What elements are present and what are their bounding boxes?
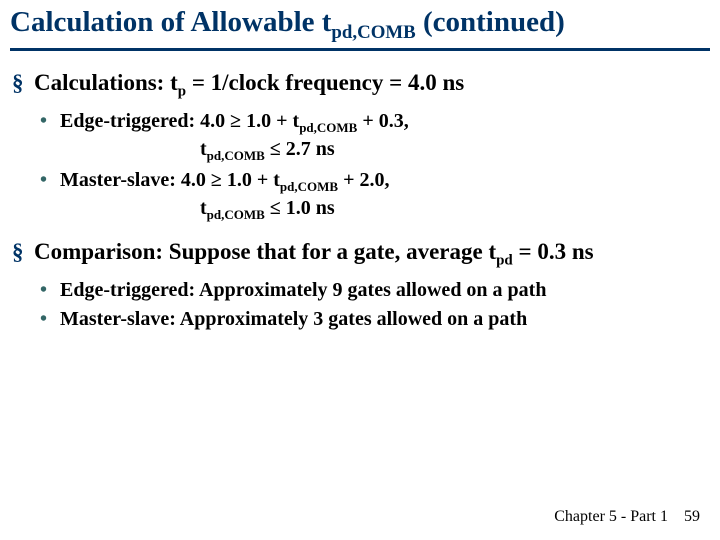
title-post: (continued) [416, 6, 565, 38]
slide-title: Calculation of Allowable tpd,COMB (conti… [10, 6, 710, 44]
master-result: tpd,COMB ≤ 1.0 ns [200, 196, 710, 224]
edge-triggered-calc: Edge-triggered: 4.0 ≥ 1.0 + tpd,COMB + 0… [60, 109, 710, 164]
title-sub: pd,COMB [331, 22, 415, 43]
edge-triggered-comp: Edge-triggered: Approximately 9 gates al… [60, 278, 710, 304]
master-slave-calc: Master-slave: 4.0 ≥ 1.0 + tpd,COMB + 2.0… [60, 168, 710, 223]
master-slave-comp: Master-slave: Approximately 3 gates allo… [60, 307, 710, 333]
chapter-label: Chapter 5 - Part 1 [554, 508, 668, 525]
calc-heading: Calculations: tp = 1/clock frequency = 4… [34, 70, 464, 95]
section-comparison: Comparison: Suppose that for a gate, ave… [34, 238, 710, 333]
edge-result: tpd,COMB ≤ 2.7 ns [200, 137, 710, 165]
title-pre: Calculation of Allowable t [10, 6, 331, 38]
title-rule [10, 48, 710, 51]
comp-heading: Comparison: Suppose that for a gate, ave… [34, 239, 594, 264]
section-calculations: Calculations: tp = 1/clock frequency = 4… [34, 69, 710, 224]
page-number: 59 [684, 508, 700, 525]
calc-items: Edge-triggered: 4.0 ≥ 1.0 + tpd,COMB + 0… [34, 109, 710, 224]
comp-items: Edge-triggered: Approximately 9 gates al… [34, 278, 710, 333]
content-list: Calculations: tp = 1/clock frequency = 4… [10, 69, 710, 333]
footer: Chapter 5 - Part 1 59 [554, 508, 700, 526]
